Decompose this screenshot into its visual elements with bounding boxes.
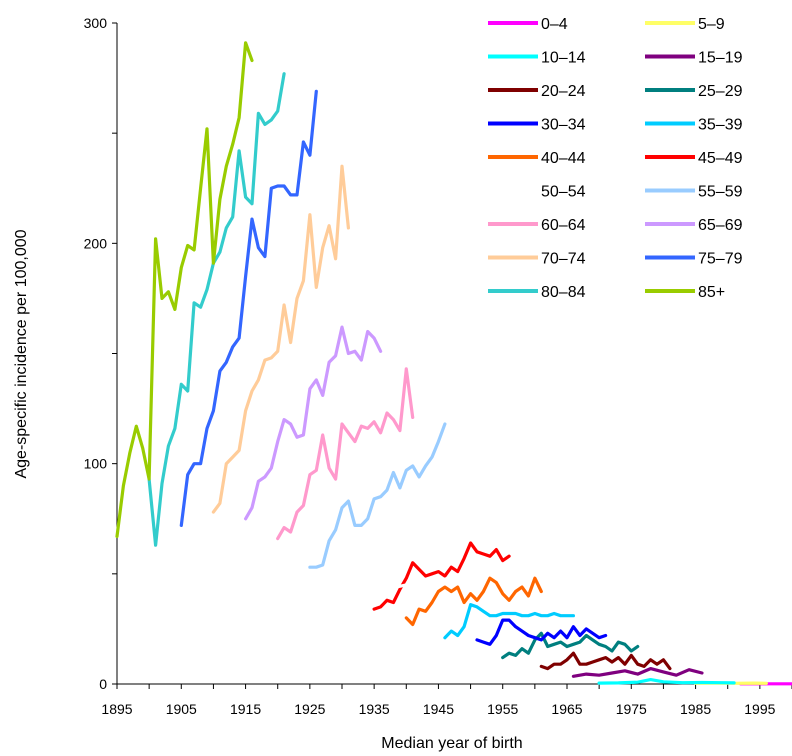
series-line	[276, 367, 415, 541]
y-axis-title: Age-specific incidence per 100,000	[13, 229, 30, 478]
y-tick-label: 200	[84, 235, 108, 251]
x-tick-label: 1895	[101, 701, 132, 717]
legend-label: 5–9	[698, 16, 725, 33]
series-line	[597, 677, 736, 685]
legend-label: 20–24	[541, 83, 586, 100]
legend-label: 65–69	[698, 217, 743, 234]
series-line	[211, 164, 350, 514]
series-line	[372, 541, 511, 611]
x-tick-label: 1965	[551, 701, 582, 717]
x-tick-label: 1915	[230, 701, 261, 717]
legend-label: 50–54	[541, 184, 586, 201]
series-line	[147, 72, 286, 547]
x-tick-label: 1945	[423, 701, 454, 717]
series-line	[539, 651, 672, 671]
legend-label: 75–79	[698, 251, 743, 268]
x-tick-label: 1925	[294, 701, 325, 717]
legend-label: 15–19	[698, 50, 743, 67]
series-line	[501, 631, 640, 660]
legend-label: 80–84	[541, 284, 586, 301]
x-axis-title: Median year of birth	[381, 735, 522, 752]
series-line	[404, 576, 543, 627]
legend-label: 85+	[698, 284, 725, 301]
legend: 0–4 5–9 10–14 15–19 20–24 25–29 30–34 35–39 40–4…	[488, 16, 743, 301]
series-lines	[115, 41, 792, 686]
legend-label: 45–49	[698, 150, 743, 167]
series-line	[571, 666, 704, 678]
legend-label: 40–44	[541, 150, 586, 167]
series-line	[115, 41, 254, 539]
legend-label: 30–34	[541, 117, 586, 134]
y-tick-label: 100	[84, 456, 108, 472]
legend-label: 10–14	[541, 50, 586, 67]
legend-label: 25–29	[698, 83, 743, 100]
axes: 0 100 200 300 1895 1905 1915 1925 1935 1945 1955 19…	[84, 15, 792, 717]
legend-label: 55–59	[698, 184, 743, 201]
x-tick-label: 1935	[359, 701, 390, 717]
x-tick-label: 1955	[487, 701, 518, 717]
x-tick-label: 1975	[616, 701, 647, 717]
x-tick-label: 1995	[744, 701, 775, 717]
legend-label: 0–4	[541, 16, 568, 33]
series-line	[340, 572, 473, 598]
y-tick-label: 0	[99, 676, 107, 692]
legend-label: 60–64	[541, 217, 586, 234]
series-line	[179, 89, 318, 528]
series-line	[475, 618, 608, 646]
legend-label: 35–39	[698, 117, 743, 134]
x-tick-label: 1905	[166, 701, 197, 717]
series-line	[443, 603, 576, 640]
x-tick-label: 1985	[680, 701, 711, 717]
series-line	[308, 422, 447, 569]
legend-label: 70–74	[541, 251, 586, 268]
y-tick-label: 300	[84, 15, 108, 31]
series-line	[244, 325, 383, 521]
